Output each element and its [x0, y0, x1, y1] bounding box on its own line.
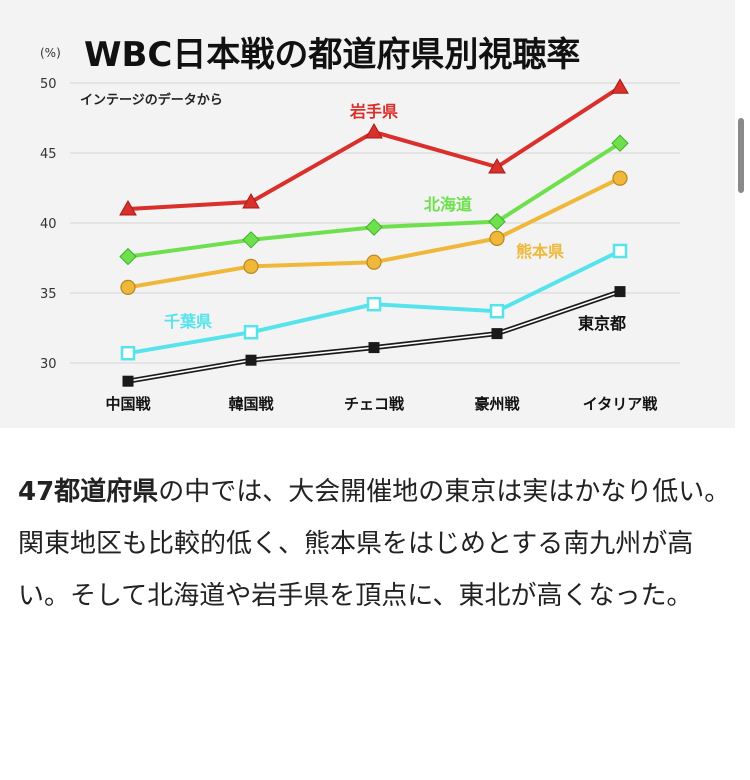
data-point — [366, 254, 382, 270]
article-body: 47都道府県の中では、大会開催地の東京は実はかなり低い。 関東地区も比較的低く、… — [18, 466, 733, 622]
data-point — [242, 192, 260, 209]
y-tick-label: 35 — [40, 287, 57, 302]
data-point — [122, 375, 134, 387]
chart-title: WBC日本戦の都道府県別視聴率 — [84, 35, 580, 75]
series-line — [127, 141, 622, 259]
data-point — [491, 328, 503, 340]
x-tick-label: 豪州戦 — [474, 395, 520, 413]
data-point — [243, 258, 259, 274]
paragraph-text: の中では、大会開催地の東京は実はかなり低い。 — [158, 477, 731, 507]
chart-card: WBC日本戦の都道府県別視聴率 (%) インテージのデータから 30 35 40 45… — [0, 0, 735, 428]
data-point — [614, 286, 626, 298]
data-point — [120, 345, 136, 361]
data-point — [611, 78, 629, 94]
scrollbar[interactable] — [738, 118, 744, 193]
data-point — [611, 134, 629, 152]
series-label: 東京都 — [578, 314, 626, 333]
article-paragraph-1: 47都道府県の中では、大会開催地の東京は実はかなり低い。 — [18, 466, 733, 518]
x-tick-label: チェコ戦 — [344, 395, 405, 413]
chart-subtitle: インテージのデータから — [80, 92, 223, 108]
series-label: 熊本県 — [516, 242, 564, 261]
data-point — [242, 231, 260, 249]
data-point — [368, 342, 380, 354]
series-layer — [119, 78, 629, 387]
series-label: 北海道 — [424, 195, 472, 214]
data-point — [119, 247, 137, 266]
data-point — [365, 122, 383, 139]
data-point — [245, 354, 257, 366]
highlight-text: 47都道府県 — [18, 477, 159, 507]
data-point — [489, 303, 505, 319]
x-tick-label: 中国戦 — [105, 395, 151, 413]
data-point — [612, 170, 628, 186]
data-point — [119, 199, 137, 216]
grid: 30 35 40 45 50 中国戦 韓国戦 チェコ戦 豪州戦 イタリア戦 — [40, 77, 680, 413]
article-paragraph-2: 関東地区も比較的低く、熊本県をはじめとする南九州が高い。そして北海道や岩手県を頂… — [18, 529, 694, 611]
y-tick-label: 50 — [40, 77, 57, 92]
data-point — [365, 218, 383, 236]
y-tick-label: 40 — [40, 217, 57, 232]
data-point — [488, 212, 506, 231]
y-tick-label: 30 — [40, 357, 57, 372]
x-tick-label: イタリア戦 — [583, 395, 658, 413]
data-point — [489, 230, 505, 246]
line-chart: WBC日本戦の都道府県別視聴率 (%) インテージのデータから 30 35 40 45… — [40, 35, 680, 413]
data-point — [488, 157, 506, 174]
series-label: 岩手県 — [349, 102, 398, 121]
data-point — [120, 279, 136, 295]
data-point — [366, 296, 382, 312]
data-point — [243, 324, 259, 340]
y-axis-unit: (%) — [40, 46, 61, 60]
y-tick-label: 45 — [40, 147, 57, 162]
data-point — [612, 243, 628, 259]
x-tick-label: 韓国戦 — [228, 395, 274, 413]
series-label: 千葉県 — [164, 312, 212, 331]
